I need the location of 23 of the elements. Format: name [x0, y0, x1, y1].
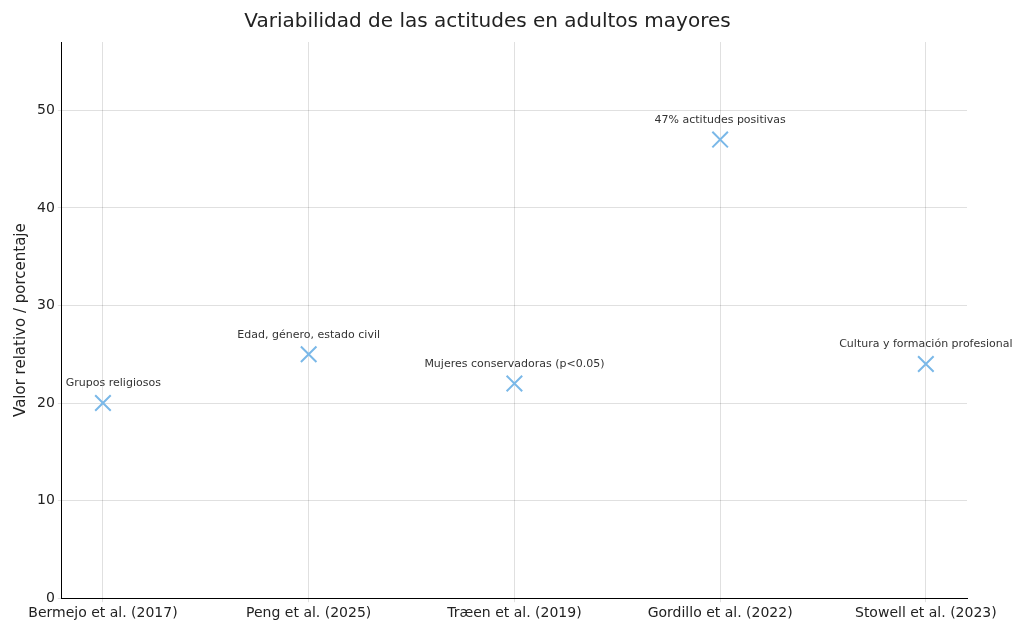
point	[711, 130, 729, 149]
chart-title: Variabilidad de las actitudes en adultos mayores	[244, 8, 731, 33]
annotation: Edad, género, estado civil	[237, 327, 380, 341]
annotation: Mujeres conservadoras (p<0.05)	[424, 356, 605, 370]
y-tick-label: 40	[36, 198, 55, 215]
y-tick-label: 20	[36, 393, 55, 410]
point	[505, 374, 524, 393]
point	[917, 355, 935, 373]
y-tick-label: 10	[36, 491, 55, 508]
y-tick-label: 0	[45, 588, 55, 605]
annotation: Cultura y formación profesional	[839, 337, 1012, 351]
x-tick-label: Stowell et al. (2023)	[855, 604, 997, 621]
point	[299, 345, 318, 364]
annotation: Grupos religiosos	[65, 376, 162, 390]
annotation: 47% actitudes positivas	[654, 112, 787, 126]
y-tick-label: 30	[36, 296, 55, 313]
x-tick-label: Træen et al. (2019)	[446, 604, 582, 621]
point	[94, 394, 112, 412]
x-tick-label: Bermejo et al. (2017)	[28, 604, 178, 621]
x-tick-label: Peng et al. (2025)	[246, 604, 372, 621]
x-tick-label: Gordillo et al. (2022)	[647, 604, 793, 621]
y-tick-label: 50	[36, 100, 55, 117]
y-axis-title: Valor relativo / porcentaje	[10, 223, 29, 417]
